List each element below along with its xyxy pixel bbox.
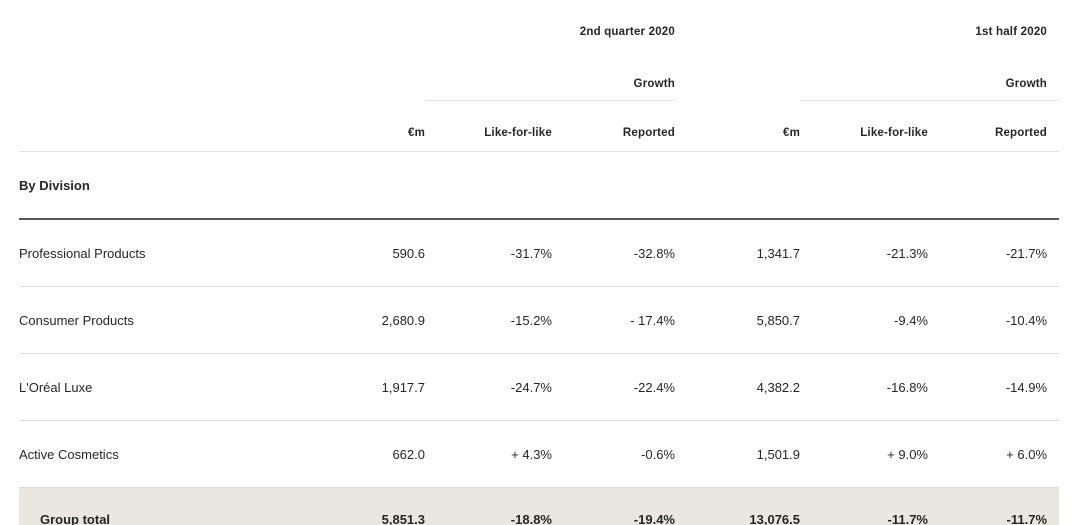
section-row: By Division xyxy=(19,151,1060,220)
h1-rep-value: -21.7% xyxy=(928,219,1060,287)
col-header-q2-lfl: Like-for-like xyxy=(425,100,552,152)
division-label: L'Oréal Luxe xyxy=(19,353,289,421)
spacer-cell xyxy=(19,100,289,152)
h1-rep-value: + 6.0% xyxy=(928,420,1060,488)
h1-eur-total: 13,076.5 xyxy=(675,487,800,525)
h1-rep-value: -10.4% xyxy=(928,286,1060,354)
h1-eur-value: 5,850.7 xyxy=(675,286,800,354)
table-row-consumer-products: Consumer Products 2,680.9 -15.2% - 17.4%… xyxy=(19,286,1060,354)
h1-eur-value: 1,341.7 xyxy=(675,219,800,287)
growth-h1-label: Growth xyxy=(800,38,1060,101)
division-label: Consumer Products xyxy=(19,286,289,354)
table-row-group-total: Group total 5,851.3 -18.8% -19.4% 13,076… xyxy=(19,487,1060,525)
h1-lfl-value: -16.8% xyxy=(800,353,928,421)
q2-rep-value: - 17.4% xyxy=(552,286,675,354)
q2-eur-total: 5,851.3 xyxy=(289,487,425,525)
period-header-row: 2nd quarter 2020 1st half 2020 xyxy=(19,4,1059,38)
column-header-row: €m Like-for-like Reported €m Like-for-li… xyxy=(19,100,1060,152)
col-header-h1-eur: €m xyxy=(675,100,800,152)
table-row-active-cosmetics: Active Cosmetics 662.0 + 4.3% -0.6% 1,50… xyxy=(19,420,1060,488)
h1-eur-value: 4,382.2 xyxy=(675,353,800,421)
table-row-professional-products: Professional Products 590.6 -31.7% -32.8… xyxy=(19,219,1060,287)
q2-rep-value: -22.4% xyxy=(552,353,675,421)
q2-rep-value: -0.6% xyxy=(552,420,675,488)
h1-lfl-value: -21.3% xyxy=(800,219,928,287)
q2-lfl-value: -31.7% xyxy=(425,219,552,287)
q2-eur-value: 590.6 xyxy=(289,219,425,287)
q2-rep-total: -19.4% xyxy=(552,487,675,525)
division-label: Active Cosmetics xyxy=(19,420,289,488)
total-label: Group total xyxy=(19,487,289,525)
q2-eur-value: 662.0 xyxy=(289,420,425,488)
h1-lfl-value: + 9.0% xyxy=(800,420,928,488)
h1-eur-value: 1,501.9 xyxy=(675,420,800,488)
section-label: By Division xyxy=(19,151,1060,220)
q2-eur-value: 1,917.7 xyxy=(289,353,425,421)
division-label: Professional Products xyxy=(19,219,289,287)
q2-lfl-value: + 4.3% xyxy=(425,420,552,488)
table-row-loreal-luxe: L'Oréal Luxe 1,917.7 -24.7% -22.4% 4,382… xyxy=(19,353,1060,421)
h1-lfl-total: -11.7% xyxy=(800,487,928,525)
q2-lfl-value: -24.7% xyxy=(425,353,552,421)
h1-rep-value: -14.9% xyxy=(928,353,1060,421)
h1-rep-total: -11.7% xyxy=(928,487,1060,525)
period-h1-label: 1st half 2020 xyxy=(975,26,1048,38)
col-header-q2-rep: Reported xyxy=(552,100,675,152)
growth-q2-label: Growth xyxy=(425,38,675,101)
period-q2-label: 2nd quarter 2020 xyxy=(579,26,675,38)
col-header-h1-rep: Reported xyxy=(928,100,1060,152)
col-header-h1-lfl: Like-for-like xyxy=(800,100,928,152)
col-header-q2-eur: €m xyxy=(289,100,425,152)
q2-eur-value: 2,680.9 xyxy=(289,286,425,354)
q2-rep-value: -32.8% xyxy=(552,219,675,287)
spacer-cell xyxy=(675,38,800,101)
q2-lfl-total: -18.8% xyxy=(425,487,552,525)
growth-header-row: Growth Growth xyxy=(19,38,1060,101)
q2-lfl-value: -15.2% xyxy=(425,286,552,354)
spacer-cell xyxy=(19,38,425,101)
h1-lfl-value: -9.4% xyxy=(800,286,928,354)
results-by-division-table: 2nd quarter 2020 1st half 2020 Growth Gr… xyxy=(19,4,1060,525)
